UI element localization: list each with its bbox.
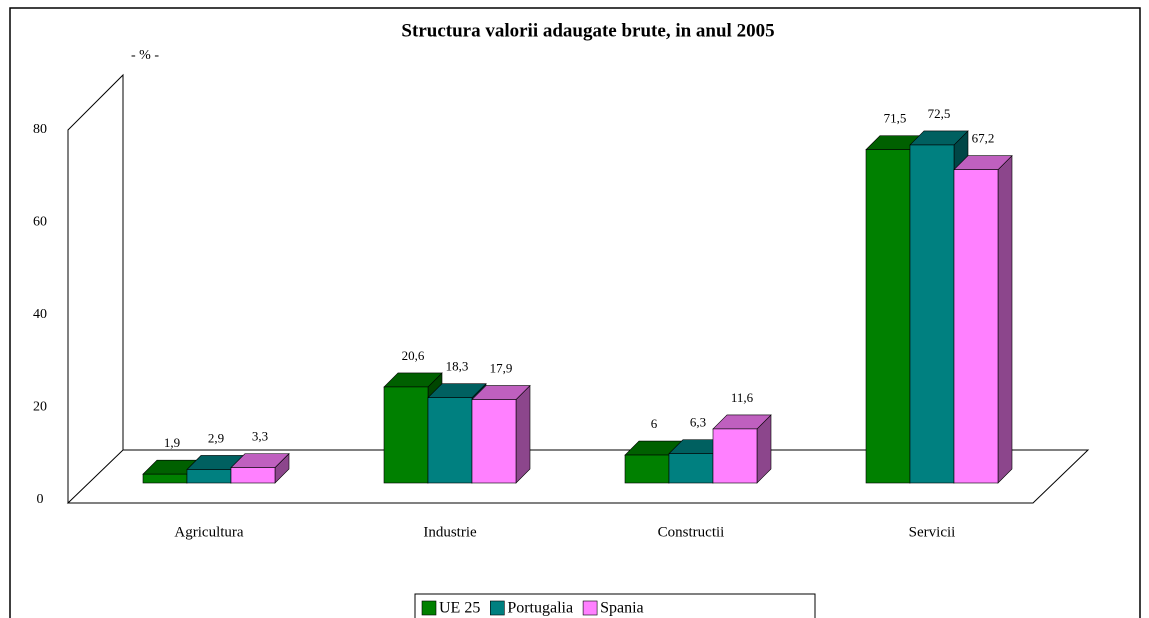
bar (230, 452, 290, 484)
y-tick-label: 40 (33, 307, 47, 322)
bar-front (909, 144, 955, 484)
bar-front (142, 473, 188, 484)
bar-front (624, 454, 670, 484)
legend-label: UE 25 (439, 600, 480, 617)
value-label: 67,2 (972, 131, 995, 146)
bar-front (712, 428, 758, 484)
legend-swatch (421, 600, 437, 616)
bar-front (471, 399, 517, 484)
legend-swatch (582, 600, 598, 616)
x-tick-label: Industrie (423, 524, 477, 540)
x-tick-label: Servicii (909, 524, 956, 540)
bar-front (230, 467, 276, 484)
bar-side (997, 154, 1013, 484)
y-tick-label: 80 (33, 122, 47, 137)
bar-front (668, 453, 714, 484)
value-label: 71,5 (884, 111, 907, 126)
value-label: 3,3 (252, 429, 268, 444)
bar-side (515, 384, 531, 484)
bar-front (186, 469, 232, 484)
bar-front (953, 169, 999, 484)
value-label: 1,9 (164, 435, 180, 450)
chart-title: Structura valorii adaugate brute, in anu… (401, 20, 774, 41)
legend-swatch (490, 600, 505, 616)
bar (712, 414, 772, 484)
legend (414, 593, 816, 618)
x-tick-label: Agricultura (174, 524, 243, 540)
x-tick-label: Constructii (658, 524, 725, 540)
bar-front (427, 397, 473, 484)
value-label: 72,5 (928, 106, 951, 121)
legend-label: Portugalia (507, 600, 573, 617)
bar-front (383, 386, 429, 484)
value-label: 6 (651, 416, 658, 431)
y-axis-label: - % - (131, 48, 159, 63)
y-tick-label: 0 (37, 492, 44, 507)
value-label: 11,6 (731, 390, 754, 405)
value-label: 20,6 (402, 348, 425, 363)
wall (67, 73, 124, 503)
y-tick-label: 60 (33, 215, 47, 230)
value-label: 17,9 (490, 361, 513, 376)
y-tick-label: 20 (33, 400, 47, 415)
value-label: 18,3 (446, 359, 469, 374)
value-label: 6,3 (690, 415, 706, 430)
floor (66, 449, 1090, 504)
bar (471, 384, 531, 484)
legend-label: Spania (600, 600, 644, 617)
bar-front (865, 149, 911, 484)
bar (953, 154, 1013, 484)
value-label: 2,9 (208, 430, 224, 445)
